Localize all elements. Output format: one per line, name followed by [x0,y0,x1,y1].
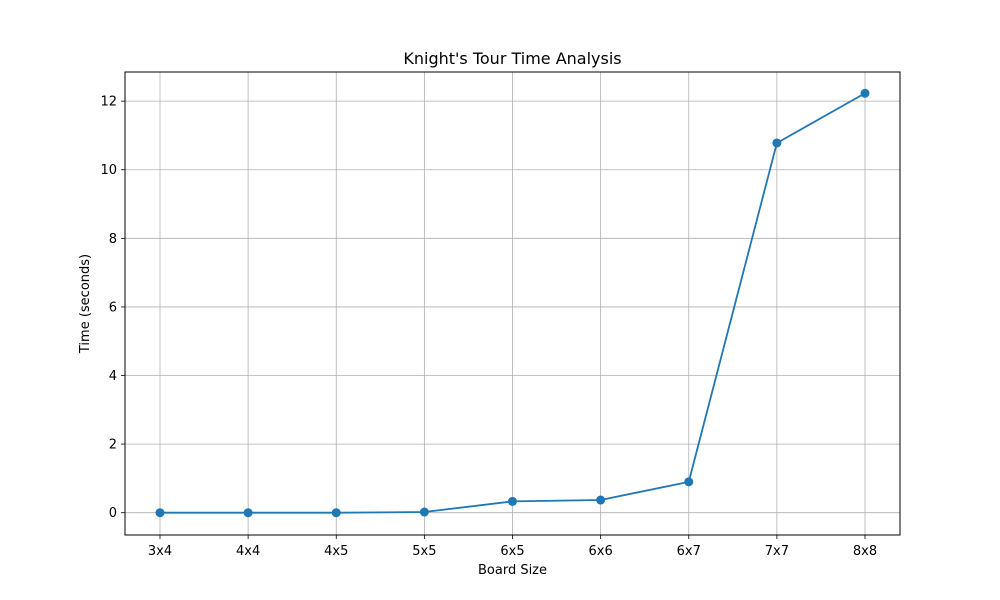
grid [125,72,900,535]
data-point [596,495,606,505]
data-point [331,508,341,518]
x-tick-label: 8x8 [853,544,877,559]
chart-title: Knight's Tour Time Analysis [403,49,621,68]
data-point [243,508,253,518]
data-point [508,496,517,506]
data-point [684,477,694,487]
x-tick-label: 6x6 [589,544,613,559]
data-point [860,88,870,98]
y-tick-label: 6 [109,300,117,315]
y-tick-label: 2 [109,438,117,453]
x-tick-label: 7x7 [765,544,789,559]
y-tick-label: 8 [109,232,117,247]
x-tick-label: 5x5 [412,544,436,559]
y-tick-label: 10 [100,163,117,178]
x-axis-label: Board Size [478,563,547,578]
data-point [419,507,429,517]
axis-ticks: 3x4 4x4 4x5 5x5 6x5 6x6 6x7 7x7 8x8 0 2 4 6 8 10 12 [100,95,877,559]
x-tick-label: 4x5 [324,544,348,559]
y-tick-label: 0 [109,506,117,521]
y-tick-label: 12 [100,95,117,110]
data-point [772,138,782,148]
x-tick-label: 6x5 [500,544,524,559]
x-tick-label: 6x7 [677,544,701,559]
y-tick-label: 4 [109,369,117,384]
x-tick-label: 4x4 [236,544,260,559]
x-tick-label: 3x4 [148,544,172,559]
data-point [155,508,165,518]
y-axis-label: Time (seconds) [78,254,93,354]
series-line [155,88,870,518]
